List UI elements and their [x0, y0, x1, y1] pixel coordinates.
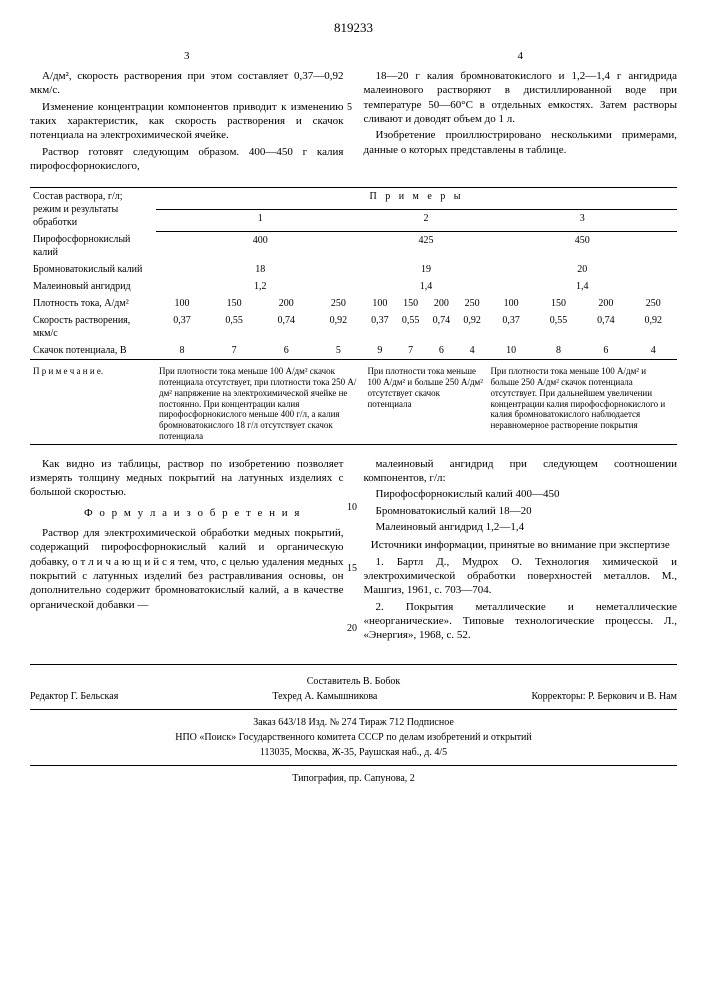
- cell: 0,55: [208, 312, 260, 342]
- note3: При плотности тока меньше 100 А/дм² и бо…: [487, 360, 677, 445]
- cell: 0,92: [457, 312, 488, 342]
- left-p3: Раствор готовят следующим образом. 400—4…: [30, 145, 344, 174]
- left-p1: А/дм², скорость растворения при этом сос…: [30, 69, 344, 98]
- tbl-col2: 2: [364, 210, 487, 232]
- cell: 0,74: [426, 312, 457, 342]
- src-title: Источники информации, принятые во вниман…: [364, 538, 678, 552]
- footer-r6: Типография, пр. Сапунова, 2: [30, 772, 677, 785]
- cell: 0,37: [487, 312, 534, 342]
- cell: 0,55: [535, 312, 582, 342]
- cell: 0,74: [260, 312, 312, 342]
- cell: 100: [156, 295, 208, 312]
- cell: 150: [395, 295, 426, 312]
- cell: 200: [426, 295, 457, 312]
- left-column: 3 А/дм², скорость растворения при этом с…: [30, 49, 344, 175]
- comp3: Малеиновый ангидрид 1,2—1,4: [364, 520, 678, 534]
- cell: 450: [487, 231, 677, 261]
- tbl-col1: 1: [156, 210, 364, 232]
- cell: 100: [364, 295, 395, 312]
- bottom-left-col: Как видно из таблицы, раствор по изобрет…: [30, 457, 344, 645]
- cell: 1,2: [156, 278, 364, 295]
- col-num-3: 3: [30, 49, 344, 63]
- src2: 2. Покрытия металлические и неметалличес…: [364, 600, 678, 643]
- editor: Редактор Г. Бельская: [30, 690, 118, 703]
- cell: 150: [208, 295, 260, 312]
- margin-15: 15: [347, 562, 357, 575]
- cell: 250: [312, 295, 364, 312]
- row-label: Малеиновый ангидрид: [30, 278, 156, 295]
- cell: 6: [260, 342, 312, 360]
- cell: 19: [364, 261, 487, 278]
- margin-10: 10: [347, 501, 357, 514]
- cell: 4: [630, 342, 677, 360]
- formula-title: Ф о р м у л а и з о б р е т е н и я: [30, 506, 344, 520]
- cell: 425: [364, 231, 487, 261]
- cell: 9: [364, 342, 395, 360]
- footer-r5: 113035, Москва, Ж-35, Раушская наб., д. …: [30, 746, 677, 759]
- cell: 200: [260, 295, 312, 312]
- cell: 1,4: [487, 278, 677, 295]
- cell: 0,74: [582, 312, 629, 342]
- cell: 7: [395, 342, 426, 360]
- correctors: Корректоры: Р. Беркович и В. Нам: [531, 690, 677, 703]
- tbl-h2: П р и м е р ы: [156, 188, 677, 210]
- margin-5: 5: [347, 101, 352, 114]
- left-p2: Изменение концентрации компонентов приво…: [30, 100, 344, 143]
- src1: 1. Бартл Д., Мудрох О. Технология химиче…: [364, 555, 678, 598]
- footer-r2: Редактор Г. Бельская Техред А. Камышнико…: [30, 690, 677, 703]
- cell: 400: [156, 231, 364, 261]
- cell: 8: [156, 342, 208, 360]
- top-columns: 3 А/дм², скорость растворения при этом с…: [30, 49, 677, 175]
- footer-r1: Составитель В. Бобок: [30, 675, 677, 688]
- footer: Составитель В. Бобок Редактор Г. Бельска…: [30, 664, 677, 785]
- cell: 150: [535, 295, 582, 312]
- speed-label: Скорость растворения, мкм/с: [30, 312, 156, 342]
- bl-p1: Как видно из таблицы, раствор по изобрет…: [30, 457, 344, 500]
- cell: 0,92: [630, 312, 677, 342]
- cell: 8: [535, 342, 582, 360]
- density-label: Плотность тока, А/дм²: [30, 295, 156, 312]
- col-num-4: 4: [364, 49, 678, 63]
- cell: 5: [312, 342, 364, 360]
- row-label: Пирофосфорнокислый калий: [30, 231, 156, 261]
- right-p2: Изобретение проиллюстрировано нескольким…: [364, 128, 678, 157]
- cell: 250: [457, 295, 488, 312]
- bottom-columns: Как видно из таблицы, раствор по изобрет…: [30, 457, 677, 645]
- comp2: Бромноватокислый калий 18—20: [364, 504, 678, 518]
- cell: 6: [426, 342, 457, 360]
- jump-label: Скачок потенциала, В: [30, 342, 156, 360]
- bottom-right-col: малеиновый ангидрид при следующем соотно…: [364, 457, 678, 645]
- cell: 0,55: [395, 312, 426, 342]
- cell: 250: [630, 295, 677, 312]
- tbl-h1: Состав раствора, г/л; режим и результаты…: [30, 188, 156, 232]
- row-label: Бромноватокислый калий: [30, 261, 156, 278]
- note-label: П р и м е ч а н и е.: [30, 360, 156, 445]
- tbl-col3: 3: [487, 210, 677, 232]
- right-column: 4 18—20 г калия бромноватокислого и 1,2—…: [364, 49, 678, 175]
- footer-r3: Заказ 643/18 Изд. № 274 Тираж 712 Подпис…: [30, 716, 677, 729]
- data-table: Состав раствора, г/л; режим и результаты…: [30, 187, 677, 445]
- patent-number: 819233: [30, 20, 677, 37]
- bl-p2: Раствор для электрохимической обработки …: [30, 526, 344, 612]
- br-p1: малеиновый ангидрид при следующем соотно…: [364, 457, 678, 486]
- footer-r4: НПО «Поиск» Государственного комитета СС…: [30, 731, 677, 744]
- comp1: Пирофосфорнокислый калий 400—450: [364, 487, 678, 501]
- cell: 100: [487, 295, 534, 312]
- techred: Техред А. Камышникова: [272, 690, 377, 703]
- cell: 0,37: [156, 312, 208, 342]
- cell: 200: [582, 295, 629, 312]
- margin-20: 20: [347, 622, 357, 635]
- cell: 4: [457, 342, 488, 360]
- cell: 0,37: [364, 312, 395, 342]
- cell: 6: [582, 342, 629, 360]
- right-p1: 18—20 г калия бромноватокислого и 1,2—1,…: [364, 69, 678, 126]
- cell: 10: [487, 342, 534, 360]
- cell: 7: [208, 342, 260, 360]
- cell: 20: [487, 261, 677, 278]
- cell: 1,4: [364, 278, 487, 295]
- note2: При плотности тока меньше 100 А/дм² и бо…: [364, 360, 487, 445]
- cell: 0,92: [312, 312, 364, 342]
- note1: При плотности тока меньше 100 А/дм² скач…: [156, 360, 364, 445]
- cell: 18: [156, 261, 364, 278]
